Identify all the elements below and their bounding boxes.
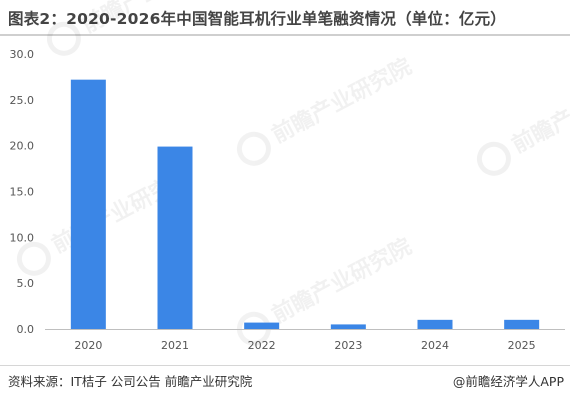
chart-title: 图表2：2020-2026年中国智能耳机行业单笔融资情况（单位：亿元） [8, 10, 506, 28]
bar-2025 [504, 319, 540, 329]
y-tick-label: 20.0 [10, 140, 35, 153]
bar-2020 [70, 79, 106, 330]
y-tick-label: 15.0 [10, 186, 35, 199]
x-tick-label: 2024 [421, 339, 449, 352]
y-tick-label: 5.0 [17, 277, 35, 290]
x-tick-label: 2021 [161, 339, 189, 352]
source-note: 资料来源：IT桔子 公司公告 前瞻产业研究院 [8, 374, 253, 389]
bar-2021 [157, 146, 193, 329]
bar-chart: 0.05.010.015.020.025.030.0 2020 2021 2022 2… [10, 48, 565, 352]
bar-2023 [330, 324, 366, 329]
bars-group [70, 79, 540, 330]
x-tick-label: 2025 [508, 339, 536, 352]
y-tick-label: 30.0 [10, 48, 35, 61]
x-axis-ticks: 2020 2021 2022 2023 2024 2025 [74, 339, 535, 352]
y-tick-label: 25.0 [10, 94, 35, 107]
x-tick-label: 2023 [334, 339, 362, 352]
brand-credit: @前瞻经济学人APP [452, 374, 564, 389]
y-tick-label: 10.0 [10, 231, 35, 244]
title-divider [0, 34, 570, 36]
x-tick-label: 2022 [248, 339, 276, 352]
x-tick-label: 2020 [74, 339, 102, 352]
y-axis-ticks: 0.0 5.0 10.0 15.0 20.0 25.0 30.0 [10, 48, 35, 336]
footer-divider [0, 365, 570, 366]
bar-2022 [244, 322, 280, 329]
bar-2024 [417, 319, 453, 329]
y-tick-label: 0.0 [17, 323, 35, 336]
